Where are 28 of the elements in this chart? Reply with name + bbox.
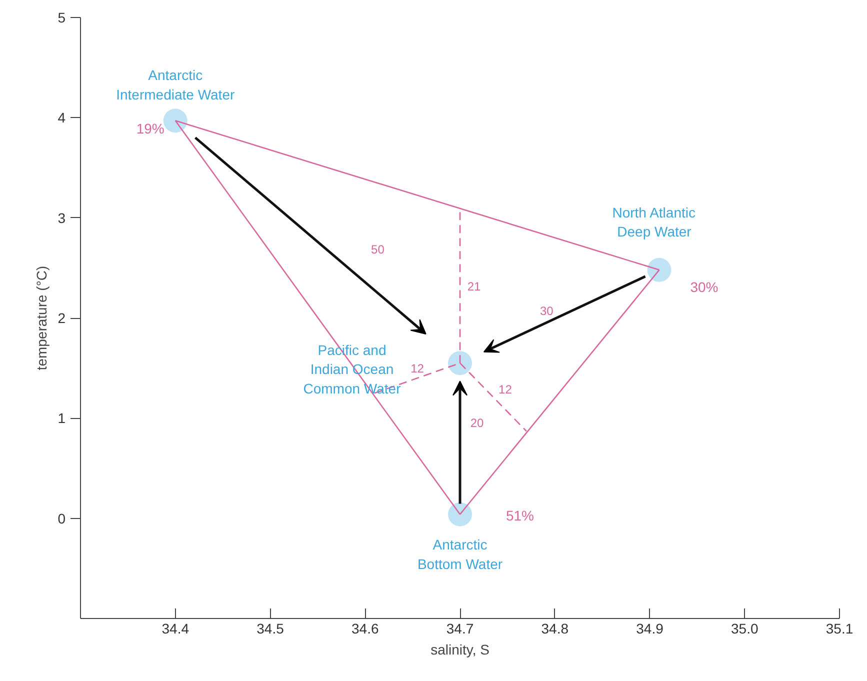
annotation: 50 bbox=[371, 242, 385, 256]
y-tick-label: 2 bbox=[58, 310, 66, 326]
y-tick-label: 3 bbox=[58, 210, 66, 226]
annotation: 20 bbox=[470, 416, 484, 430]
y-tick-label: 0 bbox=[58, 510, 66, 526]
annotation: 30% bbox=[690, 278, 718, 295]
x-tick-label: 34.5 bbox=[256, 620, 284, 636]
y-tick-label: 4 bbox=[58, 110, 66, 126]
x-tick-label: 35.1 bbox=[826, 620, 854, 636]
y-tick-label: 1 bbox=[58, 410, 66, 426]
x-tick-label: 34.6 bbox=[352, 620, 379, 636]
x-tick-label: 35.0 bbox=[731, 620, 758, 636]
annotation: 51% bbox=[506, 507, 534, 524]
annotation: North Atlantic Deep Water bbox=[612, 204, 696, 240]
x-axis-title: salinity, S bbox=[430, 642, 490, 658]
x-tick-label: 34.8 bbox=[541, 620, 569, 636]
annotation: Antarctic Bottom Water bbox=[417, 536, 503, 572]
x-tick-label: 34.4 bbox=[162, 620, 190, 636]
annotation: 30 bbox=[540, 304, 554, 318]
annotation: 19% bbox=[136, 120, 164, 137]
annotation: 12 bbox=[498, 382, 512, 397]
annotation: Antarctic Intermediate Water bbox=[116, 67, 235, 102]
annotation: 12 bbox=[410, 362, 424, 376]
y-tick-label: 5 bbox=[58, 10, 66, 26]
x-tick-label: 34.9 bbox=[636, 620, 664, 636]
x-tick-label: 34.7 bbox=[446, 620, 474, 636]
y-axis-title: temperature (°C) bbox=[34, 266, 50, 370]
annotation: 21 bbox=[467, 279, 481, 294]
